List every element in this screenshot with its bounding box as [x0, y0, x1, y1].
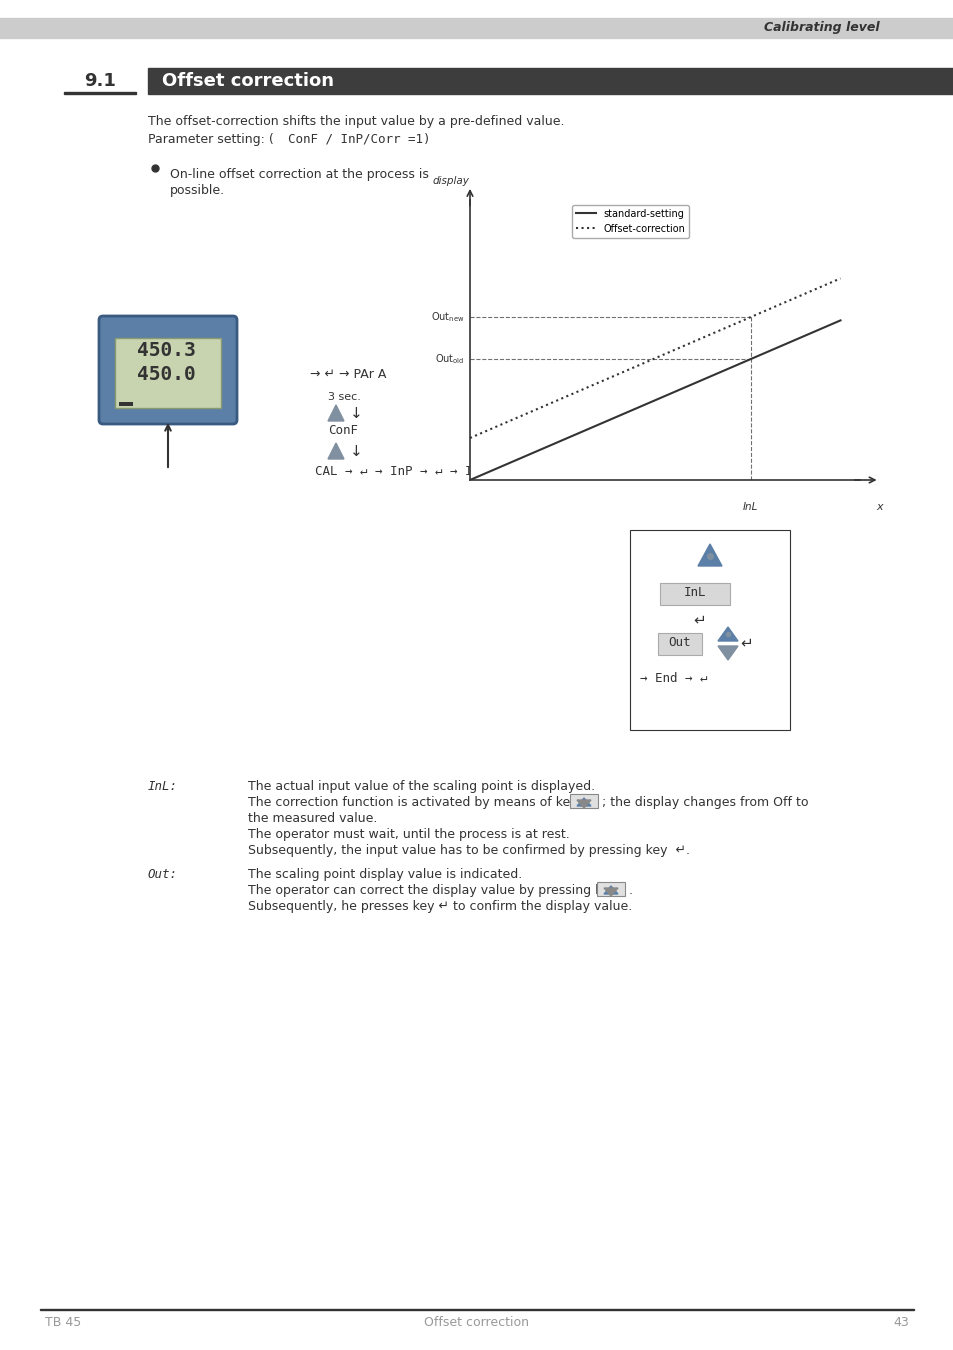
Text: CAL → ↵ → InP → ↵ → InL → ↵┐: CAL → ↵ → InP → ↵ → InL → ↵┐	[314, 464, 524, 478]
Bar	[629, 531, 789, 730]
Text: InL:: InL:	[148, 780, 178, 792]
Text: Out: Out	[668, 636, 691, 649]
Text: On-line offset correction at the process is: On-line offset correction at the process…	[170, 167, 429, 181]
Polygon shape	[718, 626, 738, 641]
Text: Out$_\mathrm{old}$: Out$_\mathrm{old}$	[435, 352, 464, 366]
Text: Calibrating level: Calibrating level	[763, 22, 879, 35]
Bar	[659, 583, 729, 605]
Text: 450.3: 450.3	[136, 340, 195, 359]
Text: ↵: ↵	[693, 613, 705, 628]
Text: Offset correction: Offset correction	[424, 1315, 529, 1328]
Bar	[40, 1308, 913, 1309]
Polygon shape	[328, 405, 344, 421]
Text: possible.: possible.	[170, 184, 225, 197]
Text: 450.0: 450.0	[136, 366, 195, 385]
Bar	[658, 633, 701, 655]
Polygon shape	[718, 647, 738, 660]
Text: 9.1: 9.1	[84, 72, 116, 90]
Text: ↓: ↓	[350, 444, 362, 459]
Text: The correction function is activated by means of keys: The correction function is activated by …	[248, 796, 583, 809]
Text: → ↵ → PAr A: → ↵ → PAr A	[310, 369, 386, 382]
Text: The offset-correction shifts the input value by a pre-defined value.: The offset-correction shifts the input v…	[148, 115, 564, 128]
Text: x: x	[875, 502, 882, 513]
Text: The actual input value of the scaling point is displayed.: The actual input value of the scaling po…	[248, 780, 595, 792]
Text: .: .	[628, 884, 633, 896]
Text: InL: InL	[683, 586, 705, 598]
Text: ; the display changes from Off to: ; the display changes from Off to	[601, 796, 807, 809]
Text: ↓: ↓	[350, 405, 362, 420]
Text: Subsequently, he presses key ↵ to confirm the display value.: Subsequently, he presses key ↵ to confir…	[248, 900, 632, 913]
Bar	[64, 92, 136, 95]
Text: 3 sec.: 3 sec.	[328, 392, 360, 402]
Text: ConF: ConF	[328, 424, 357, 437]
Bar	[119, 402, 132, 406]
Text: Subsequently, the input value has to be confirmed by pressing key  ↵.: Subsequently, the input value has to be …	[248, 844, 689, 857]
Text: The operator must wait, until the process is at rest.: The operator must wait, until the proces…	[248, 828, 569, 841]
Text: InL: InL	[742, 502, 758, 513]
Legend: standard-setting, Offset-correction: standard-setting, Offset-correction	[572, 205, 688, 238]
Text: →: →	[639, 641, 650, 655]
Polygon shape	[328, 443, 344, 459]
Text: 43: 43	[892, 1315, 908, 1328]
Text: display: display	[432, 176, 469, 186]
Text: ↵: ↵	[740, 636, 752, 651]
Polygon shape	[698, 544, 721, 566]
Bar	[0, 18, 953, 38]
Text: → End → ↵: → End → ↵	[639, 671, 707, 684]
Polygon shape	[603, 886, 618, 894]
Bar	[569, 794, 598, 809]
Polygon shape	[577, 801, 590, 809]
FancyBboxPatch shape	[99, 316, 236, 424]
Bar	[115, 338, 221, 408]
Text: Out:: Out:	[148, 868, 178, 882]
Text: Offset correction: Offset correction	[162, 72, 334, 90]
Text: The scaling point display value is indicated.: The scaling point display value is indic…	[248, 868, 521, 882]
Text: Parameter setting: (: Parameter setting: (	[148, 134, 274, 146]
Text: The operator can correct the display value by pressing keys: The operator can correct the display val…	[248, 884, 623, 896]
Text: ConF / InP/Corr =1): ConF / InP/Corr =1)	[288, 134, 430, 146]
Text: the measured value.: the measured value.	[248, 811, 377, 825]
Bar	[148, 68, 953, 94]
Bar	[597, 882, 624, 896]
Polygon shape	[577, 798, 590, 806]
Text: TB 45: TB 45	[45, 1315, 81, 1328]
Text: Out$_\mathrm{new}$: Out$_\mathrm{new}$	[430, 310, 464, 324]
Polygon shape	[603, 888, 618, 896]
